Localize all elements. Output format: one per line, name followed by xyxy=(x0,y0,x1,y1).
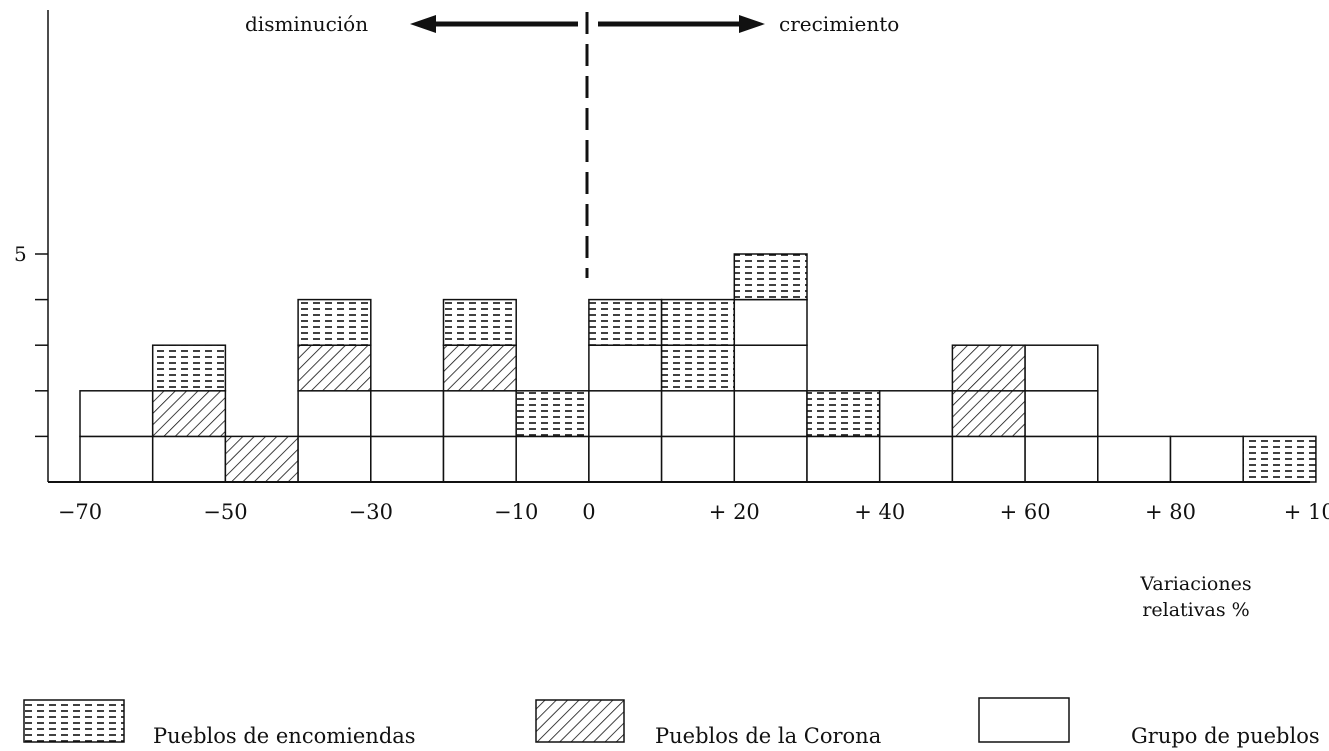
x-tick-label: −70 xyxy=(58,500,102,524)
bar-cell-grupo-de-pueblos xyxy=(733,435,808,483)
bar-cell-grupo-de-pueblos xyxy=(588,344,663,392)
x-tick-label: 0 xyxy=(582,500,595,524)
bar-cell-grupo-de-pueblos xyxy=(660,390,736,438)
bar-cell-grupo-de-pueblos xyxy=(442,435,517,483)
legend: Pueblos de encomiendas Pueblos de la Cor… xyxy=(23,697,1320,748)
legend-label-corona: Pueblos de la Corona xyxy=(655,724,881,748)
x-tick-label: + 60 xyxy=(1000,500,1051,524)
bar-cell-grupo-de-pueblos xyxy=(1024,390,1099,438)
bar-cell-grupo-de-pueblos xyxy=(878,390,954,438)
bar-cell-grupo-de-pueblos xyxy=(370,390,445,438)
bar-cell-grupo-de-pueblos xyxy=(1024,435,1099,483)
bar-cell-pueblos-de-encomiendas xyxy=(1242,435,1317,483)
bar-cell-grupo-de-pueblos xyxy=(733,298,808,346)
right-arrow-icon xyxy=(598,15,765,33)
x-tick-labels: −70 −50 −30 −10 0 + 20 + 40 + 60 + 80 + 100 xyxy=(58,500,1329,524)
bar-cell-grupo-de-pueblos xyxy=(79,390,154,438)
bar-cell-grupo-de-pueblos xyxy=(806,435,881,483)
legend-item-grupo: Grupo de pueblos xyxy=(978,697,1320,748)
x-tick-label: + 100 xyxy=(1284,500,1329,524)
bar-cell-grupo-de-pueblos xyxy=(588,435,663,483)
bar-cell-pueblos-de-encomiendas xyxy=(733,253,808,301)
left-arrow-icon xyxy=(410,15,578,33)
legend-item-corona: Pueblos de la Corona xyxy=(535,699,881,748)
bar-cell-pueblos-de-encomiendas xyxy=(660,344,736,392)
bar-cell-grupo-de-pueblos xyxy=(79,435,154,483)
x-axis-label-line1: Variaciones xyxy=(1139,573,1251,595)
bar-cell-pueblos-de-encomiendas xyxy=(151,344,227,392)
annotation-disminucion: disminución xyxy=(245,12,368,36)
bar-cell-grupo-de-pueblos xyxy=(588,390,663,438)
bar-cell-grupo-de-pueblos xyxy=(733,344,808,392)
bar-cell-pueblos-de-encomiendas xyxy=(588,298,663,346)
bar-cell-grupo-de-pueblos xyxy=(151,435,227,483)
bar-cell-grupo-de-pueblos xyxy=(515,435,590,483)
bar-cell-grupo-de-pueblos xyxy=(442,390,517,438)
bar-cell-pueblos-de-la-corona xyxy=(151,390,227,438)
legend-item-encomiendas: Pueblos de encomiendas xyxy=(23,699,416,748)
bar-cell-pueblos-de-la-corona xyxy=(297,344,372,392)
bar-cell-grupo-de-pueblos xyxy=(297,435,372,483)
bar-cell-pueblos-de-encomiendas xyxy=(297,298,372,346)
legend-label-grupo: Grupo de pueblos xyxy=(1131,724,1320,748)
bar-cell-pueblos-de-encomiendas xyxy=(660,298,736,346)
bar-cell-grupo-de-pueblos xyxy=(370,435,445,483)
x-tick-label: + 20 xyxy=(709,500,760,524)
annotation-crecimiento: crecimiento xyxy=(779,12,899,36)
bars-layer xyxy=(79,253,1317,483)
x-tick-label: + 80 xyxy=(1145,500,1196,524)
bar-cell-grupo-de-pueblos xyxy=(1097,435,1172,483)
bar-cell-grupo-de-pueblos xyxy=(951,435,1026,483)
legend-swatch-corona xyxy=(535,699,625,743)
x-tick-label: −30 xyxy=(349,500,393,524)
bar-cell-pueblos-de-la-corona xyxy=(442,344,517,392)
legend-swatch-encomiendas xyxy=(23,699,125,743)
bar-cell-grupo-de-pueblos xyxy=(1169,435,1244,483)
bar-cell-grupo-de-pueblos xyxy=(1024,344,1099,392)
bar-cell-grupo-de-pueblos xyxy=(733,390,808,438)
bar-cell-grupo-de-pueblos xyxy=(660,435,736,483)
bar-cell-pueblos-de-encomiendas xyxy=(806,390,881,438)
bar-cell-grupo-de-pueblos xyxy=(297,390,372,438)
legend-label-encomiendas: Pueblos de encomiendas xyxy=(153,724,416,748)
y-ticks: 5 xyxy=(14,242,48,438)
y-tick-label: 5 xyxy=(14,242,27,266)
bar-cell-pueblos-de-la-corona xyxy=(951,390,1026,438)
bar-cell-pueblos-de-encomiendas xyxy=(515,390,590,438)
bar-cell-pueblos-de-encomiendas xyxy=(442,298,517,346)
legend-swatch-grupo xyxy=(978,697,1070,743)
bar-cell-pueblos-de-la-corona xyxy=(224,435,299,483)
x-tick-label: + 40 xyxy=(854,500,905,524)
x-axis-label-line2: relativas % xyxy=(1142,599,1249,621)
bar-cell-pueblos-de-la-corona xyxy=(951,344,1026,392)
x-tick-label: −10 xyxy=(494,500,538,524)
bar-cell-grupo-de-pueblos xyxy=(878,435,954,483)
x-tick-label: −50 xyxy=(203,500,247,524)
